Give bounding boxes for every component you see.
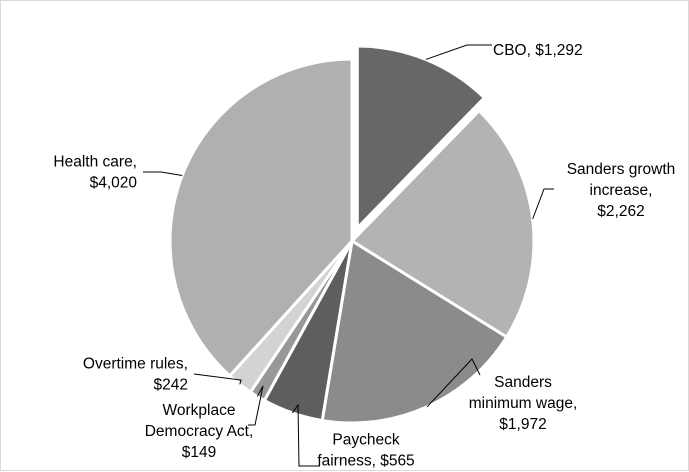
leader-line-cbo [425,44,492,60]
data-label-workplace-democracy-act: Workplace Democracy Act, $149 [145,402,254,461]
leader-line-paycheck-fairness [292,403,320,467]
slice-health-care [168,57,354,378]
leader-line-health-care [143,171,183,176]
data-label-sanders-growth-increase: Sanders growth increase, $2,262 [567,161,676,220]
data-label-cbo: CBO, $1,292 [493,42,583,59]
slice-sanders-growth-increase [350,109,536,339]
slice-labels: CBO, $1,292 Sanders growth increase, $2,262… [53,42,675,470]
data-label-health-care: Health care, $4,020 [53,154,137,192]
leader-line-workplace-democracy-act [248,385,264,426]
slice-cbo [355,44,486,230]
data-label-paycheck-fairness: Paycheck fairness, $565 [317,432,414,470]
leader-line-overtime-rules [193,373,242,385]
leader-lines [143,44,554,467]
data-label-overtime-rules: Overtime rules, $242 [83,356,188,394]
data-label-sanders-minimum-wage: Sanders minimum wage, $1,972 [469,374,578,433]
leader-line-sanders-minimum-wage [426,358,481,408]
leader-line-sanders-growth-increase [532,188,554,220]
pie-slices [168,44,536,425]
